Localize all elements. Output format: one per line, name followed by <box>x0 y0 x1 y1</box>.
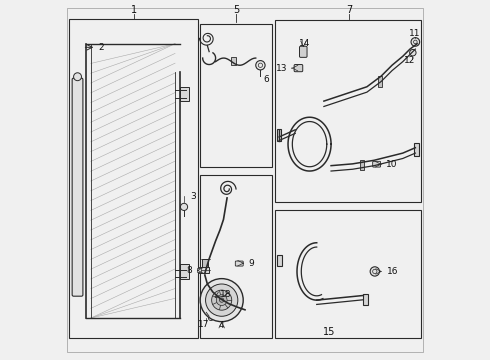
Bar <box>200 24 272 167</box>
Bar <box>275 211 421 338</box>
Text: 3: 3 <box>191 192 196 201</box>
Circle shape <box>200 279 243 321</box>
Circle shape <box>180 203 188 211</box>
Text: 9: 9 <box>248 259 254 268</box>
Text: 6: 6 <box>263 75 269 84</box>
Text: 11: 11 <box>409 29 420 38</box>
Circle shape <box>220 298 224 302</box>
FancyBboxPatch shape <box>294 64 303 72</box>
Text: 15: 15 <box>323 327 336 337</box>
Text: 14: 14 <box>298 39 310 48</box>
Bar <box>360 160 364 170</box>
FancyBboxPatch shape <box>72 78 83 296</box>
Bar <box>414 143 418 156</box>
Circle shape <box>74 73 81 81</box>
Bar <box>200 175 272 338</box>
FancyBboxPatch shape <box>299 46 307 57</box>
Text: 2: 2 <box>99 43 104 52</box>
Circle shape <box>256 60 265 70</box>
Text: 1: 1 <box>131 5 137 15</box>
FancyBboxPatch shape <box>373 161 381 167</box>
Circle shape <box>370 267 379 276</box>
Bar <box>364 294 368 305</box>
Text: 4: 4 <box>219 321 224 330</box>
Circle shape <box>205 284 238 316</box>
Circle shape <box>212 290 232 310</box>
Text: 5: 5 <box>233 5 239 15</box>
Bar <box>276 129 281 141</box>
FancyBboxPatch shape <box>235 261 243 266</box>
Bar <box>378 76 382 87</box>
Bar <box>231 57 236 65</box>
Bar <box>180 87 190 101</box>
Circle shape <box>216 295 227 306</box>
Text: 13: 13 <box>276 64 287 73</box>
Text: 10: 10 <box>386 160 397 169</box>
Text: 7: 7 <box>346 5 352 15</box>
Circle shape <box>411 38 419 46</box>
Text: 16: 16 <box>387 267 398 276</box>
Bar <box>69 19 198 338</box>
Bar <box>276 255 282 266</box>
Text: 12: 12 <box>404 57 415 66</box>
Text: 18: 18 <box>220 289 231 298</box>
Bar <box>197 268 201 272</box>
Bar <box>275 21 421 202</box>
Bar <box>180 264 190 279</box>
Bar <box>199 267 210 273</box>
Bar <box>202 259 208 270</box>
Text: 17: 17 <box>198 320 210 329</box>
Circle shape <box>410 49 416 56</box>
Text: 8: 8 <box>186 266 192 275</box>
